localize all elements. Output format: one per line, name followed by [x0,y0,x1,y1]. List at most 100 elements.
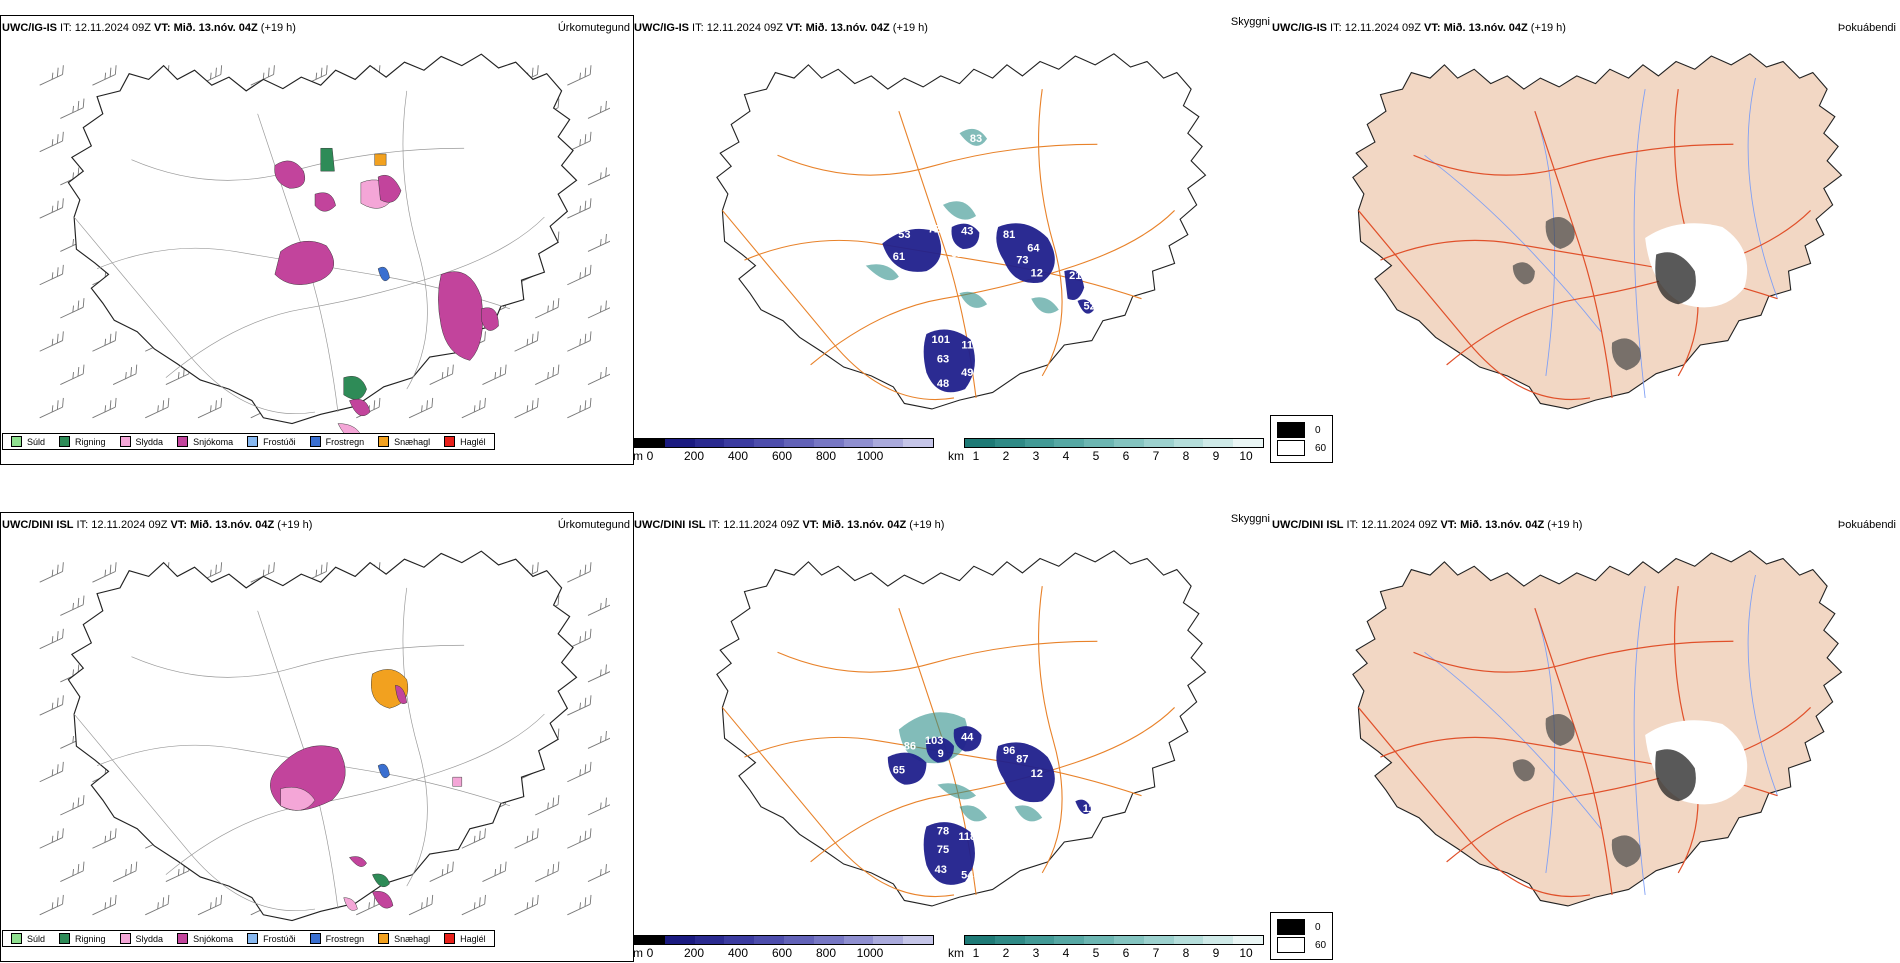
precip-area [280,786,316,811]
colorbar-unit: km [948,449,964,463]
iceland-outline [1352,53,1843,410]
legend-label: Frostregn [325,436,365,447]
wind-barb [39,828,64,849]
legend-item: Slydda [119,933,164,944]
low-visibility-area [996,223,1055,284]
valid-time: VT: Mið. 13.nóv. 04Z [1424,22,1528,34]
precip-areas [274,148,499,435]
fog-legend-label: 0 [1315,424,1321,436]
roads [721,89,1175,401]
wind-barb [39,894,64,916]
wind-barb [92,331,117,352]
fog-legend-swatch [1277,422,1305,438]
init-time: IT: 12.11.2024 09Z [1343,519,1441,531]
wind-barb [587,597,610,616]
colorbar-tick: 10 [1239,946,1253,960]
fog-area [1611,835,1641,868]
legend-item: Frostregn [309,436,365,447]
wind-barb [587,100,610,119]
wind-barb [587,730,610,749]
visibility-panel: UWC/IG-IS IT: 12.11.2024 09Z VT: Mið. 13… [633,0,1270,466]
precip-area [372,891,394,909]
wind-barb [429,364,454,385]
wind-barb [514,331,539,352]
wind-barb [567,264,592,286]
lead-time: (+19 h) [889,22,928,34]
fog-area [1545,714,1575,747]
visibility-value-label: 73 [1016,254,1028,266]
colorbar-ticks: m 0 200 400 600 800 1000 [633,945,934,960]
wind-barb [145,397,170,419]
colorbar-tick: 5 [1092,946,1100,960]
colorbar-tick: 6 [1122,946,1130,960]
wind-barb [461,397,486,419]
legend-swatch [247,436,259,447]
precip-legend: Súld Rigning Slydda Snjókoma Frostúði Frostre… [2,930,495,947]
wind-barb [60,98,85,119]
visibility-value-label: 83 [970,133,982,145]
colorbar-cells [964,935,1264,945]
lead-time: (+19 h) [1527,22,1566,34]
legend-label: Slydda [135,436,164,447]
legend-swatch [444,436,456,447]
visibility-value-label: 48 [937,378,949,390]
lead-time: (+19 h) [906,519,945,531]
visibility-value-label: 43 [935,864,947,876]
visibility-value-label: 87 [1016,754,1028,766]
colorbar-tick: 4 [1062,449,1070,463]
legend-swatch [59,933,71,944]
precip-map [39,550,610,922]
colorbar-tick: 0 [646,449,654,463]
wind-barb [567,562,592,583]
fog-indicator-panel: UWC/IG-IS IT: 12.11.2024 09Z VT: Mið. 13… [1270,0,1900,466]
fog-area [1655,749,1696,802]
roads [73,587,545,912]
colorbar-tick: 1 [972,946,980,960]
fog-legend-label: 60 [1315,939,1327,951]
legend-label: Frostúði [263,436,296,447]
low-visibility-area [926,737,954,763]
visibility-panel-header: UWC/IG-IS IT: 12.11.2024 09Z VT: Mið. 13… [634,22,928,34]
wind-barb [92,894,117,916]
wind-barb [92,828,117,849]
fog-legend-label: 0 [1315,921,1321,933]
valid-time: VT: Mið. 13.nóv. 04Z [170,519,275,531]
wind-barb [112,364,138,385]
lead-time: (+19 h) [274,519,313,531]
colorbar-tick: 2 [1002,449,1010,463]
visibility-panel-title: Skyggni [1230,16,1270,28]
colorbar-tick: 2 [1002,946,1010,960]
iceland-outline [1352,550,1843,907]
visibility-value-label: 9 [938,748,944,760]
legend-label: Frostregn [325,933,365,944]
legend-item: Slydda [119,436,164,447]
wind-barb [567,331,592,352]
precip-type-panel: UWC/IG-IS IT: 12.11.2024 09Z VT: Mið. 13… [0,0,634,466]
wind-barb [567,198,592,219]
low-visibility-area [865,264,899,281]
wind-barb [60,364,85,385]
legend-label: Slydda [135,933,164,944]
precip-area [274,160,306,189]
wind-barb [39,131,64,153]
low-visibility-area [1075,799,1092,814]
low-visibility-area [959,291,988,308]
legend-label: Snæhagl [394,436,431,447]
legend-swatch [247,933,259,944]
colorbar-tick: 3 [1032,449,1040,463]
precip-area [374,153,387,166]
wind-barb [587,300,610,319]
wind-barb [39,331,64,352]
wind-barb [567,894,592,916]
legend-label: Snjókoma [193,933,234,944]
precip-area [372,873,390,888]
visibility-value-label: 103 [925,735,943,747]
precip-area [343,375,367,400]
init-time: IT: 12.11.2024 09Z [1327,22,1425,34]
valid-time: VT: Mið. 13.nóv. 04Z [786,22,890,34]
legend-label: Haglél [460,436,486,447]
colorbar-ticks: km 1 2 3 4 5 6 7 8 9 10 [948,448,1264,463]
visibility-panel-title: Skyggni [1230,513,1270,525]
wind-barb [461,828,486,849]
low-visibility-area [923,329,975,393]
